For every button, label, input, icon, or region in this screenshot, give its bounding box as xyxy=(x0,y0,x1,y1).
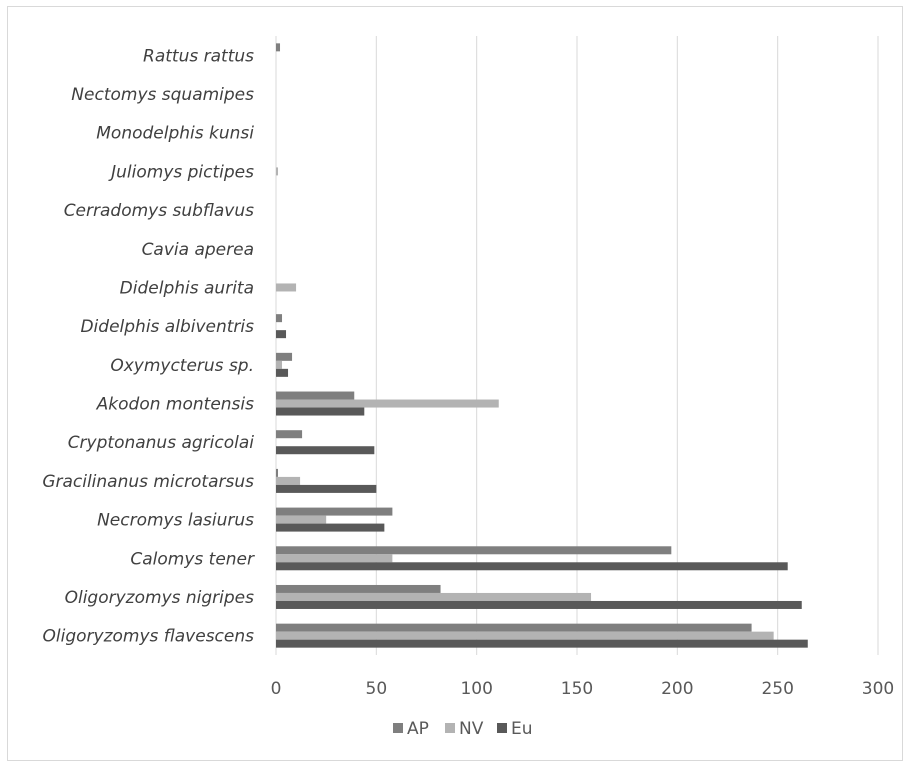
legend: AP NV Eu xyxy=(393,719,533,739)
bar-eu-5 xyxy=(276,446,375,455)
category-label: Calomys tener xyxy=(130,549,255,569)
bar-eu-0 xyxy=(276,639,808,648)
x-tick-label: 300 xyxy=(862,679,894,699)
category-label: Rattus rattus xyxy=(143,46,254,66)
bars xyxy=(276,43,808,648)
x-tick-label: 50 xyxy=(366,679,388,699)
legend-swatch-nv xyxy=(445,723,455,733)
category-label: Didelphis albiventris xyxy=(80,317,254,337)
bar-nv-9 xyxy=(276,283,297,292)
legend-label-ap: AP xyxy=(407,719,429,739)
category-label: Cryptonanus agricolai xyxy=(68,433,255,453)
bar-nv-4 xyxy=(276,476,301,485)
legend-label-nv: NV xyxy=(459,719,484,739)
bar-nv-1 xyxy=(276,592,592,601)
x-tick-label: 100 xyxy=(460,679,492,699)
bar-ap-6 xyxy=(276,391,355,400)
legend-swatch-eu xyxy=(497,723,507,733)
category-label: Cavia aperea xyxy=(142,240,254,260)
bar-nv-0 xyxy=(276,631,774,640)
category-labels: Oligoryzomys flavescens Oligoryzomys nigr… xyxy=(42,46,255,646)
category-label: Oxymycterus sp. xyxy=(110,356,254,376)
bar-nv-6 xyxy=(276,399,499,408)
bar-nv-12 xyxy=(276,167,279,176)
bar-ap-5 xyxy=(276,430,303,439)
category-label: Didelphis aurita xyxy=(120,278,254,298)
bar-ap-2 xyxy=(276,546,672,555)
bar-nv-7 xyxy=(276,360,283,369)
bar-nv-3 xyxy=(276,515,327,524)
x-tick-label: 0 xyxy=(271,679,282,699)
bar-ap-8 xyxy=(276,314,283,323)
category-label: Cerradomys subflavus xyxy=(64,201,254,221)
category-label: Oligoryzomys nigripes xyxy=(65,588,255,608)
bar-eu-4 xyxy=(276,484,377,493)
legend-label-eu: Eu xyxy=(511,719,533,739)
bar-eu-6 xyxy=(276,407,365,416)
category-label: Akodon montensis xyxy=(96,395,254,415)
bar-eu-1 xyxy=(276,600,802,609)
bar-eu-2 xyxy=(276,562,788,571)
bar-nv-2 xyxy=(276,554,393,563)
category-label: Nectomys squamipes xyxy=(71,85,254,105)
legend-swatch-ap xyxy=(393,723,403,733)
x-tick-label: 200 xyxy=(661,679,693,699)
bar-ap-0 xyxy=(276,623,752,632)
category-label: Oligoryzomys flavescens xyxy=(43,627,255,647)
bar-eu-7 xyxy=(276,368,289,377)
bar-eu-8 xyxy=(276,330,287,339)
x-tick-labels: 0 50 100 150 200 250 300 xyxy=(271,679,895,699)
x-tick-label: 150 xyxy=(561,679,593,699)
bar-ap-3 xyxy=(276,507,393,516)
category-label: Monodelphis kunsi xyxy=(96,124,254,144)
category-label: Juliomys pictipes xyxy=(108,162,254,182)
x-tick-label: 250 xyxy=(761,679,793,699)
category-label: Necromys lasiurus xyxy=(97,511,254,531)
bar-eu-3 xyxy=(276,523,385,532)
bar-ap-15 xyxy=(276,43,281,52)
bar-ap-1 xyxy=(276,584,441,593)
category-label: Gracilinanus microtarsus xyxy=(42,472,254,492)
bar-ap-4 xyxy=(276,468,279,477)
bar-ap-7 xyxy=(276,352,293,361)
